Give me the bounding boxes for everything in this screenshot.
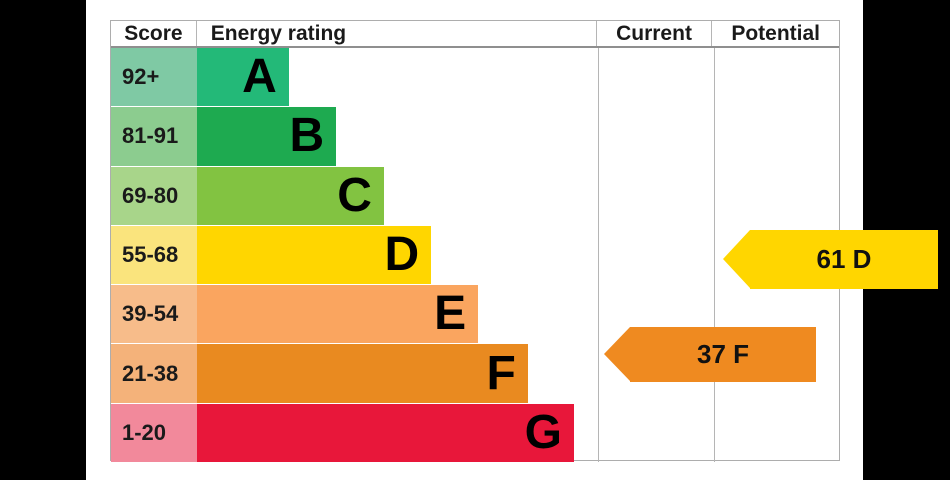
header-energy-rating: Energy rating bbox=[197, 21, 597, 46]
bar-area-b: B bbox=[197, 107, 598, 166]
score-range-c: 69-80 bbox=[111, 166, 197, 225]
epc-white-panel: Score Energy rating Current Potential 92… bbox=[86, 0, 938, 480]
score-range-b: 81-91 bbox=[111, 107, 197, 166]
bar-area-c: C bbox=[197, 166, 598, 225]
potential-rating-marker: 61 D bbox=[723, 230, 938, 289]
current-rating-value: 37 F bbox=[630, 327, 816, 382]
band-row-e: 39-54 E bbox=[111, 284, 839, 344]
band-bar-f: F bbox=[197, 344, 528, 403]
bar-area-f: F bbox=[197, 344, 598, 403]
score-range-f: 21-38 bbox=[111, 344, 197, 403]
band-row-d: 55-68 D bbox=[111, 224, 839, 285]
left-arrow-icon bbox=[723, 230, 750, 288]
band-bar-g: G bbox=[197, 403, 574, 462]
current-rating-marker: 37 F bbox=[604, 327, 816, 382]
score-range-e: 39-54 bbox=[111, 285, 197, 344]
band-row-b: 81-91 B bbox=[111, 106, 839, 166]
epc-rating-table: Score Energy rating Current Potential 92… bbox=[110, 20, 938, 462]
epc-table-header: Score Energy rating Current Potential bbox=[111, 21, 839, 48]
header-potential: Potential bbox=[731, 21, 821, 45]
epc-chart-body: 92+ A 81-91 B 69-80 C bbox=[111, 48, 938, 462]
bar-area-a: A bbox=[197, 48, 598, 107]
bar-area-e: E bbox=[197, 285, 598, 344]
bar-area-g: G bbox=[197, 403, 598, 462]
score-range-g: 1-20 bbox=[111, 403, 197, 462]
divider-rating-current bbox=[598, 48, 599, 462]
band-bar-a: A bbox=[197, 48, 289, 107]
band-row-a: 92+ A bbox=[111, 48, 839, 107]
header-score: Score bbox=[111, 21, 197, 46]
band-bar-b: B bbox=[197, 107, 337, 166]
band-row-g: 1-20 G bbox=[111, 402, 839, 462]
score-range-d: 55-68 bbox=[111, 225, 197, 285]
bar-area-d: D bbox=[197, 225, 598, 285]
potential-rating-value: 61 D bbox=[750, 230, 938, 289]
band-bar-e: E bbox=[197, 285, 479, 344]
score-range-a: 92+ bbox=[111, 48, 197, 107]
divider-current-potential bbox=[714, 48, 715, 462]
band-row-f: 21-38 F bbox=[111, 343, 839, 403]
header-current: Current bbox=[597, 21, 713, 46]
band-bar-d: D bbox=[197, 225, 432, 285]
band-row-c: 69-80 C bbox=[111, 165, 839, 225]
left-arrow-icon bbox=[604, 327, 630, 381]
band-bar-c: C bbox=[197, 166, 384, 225]
